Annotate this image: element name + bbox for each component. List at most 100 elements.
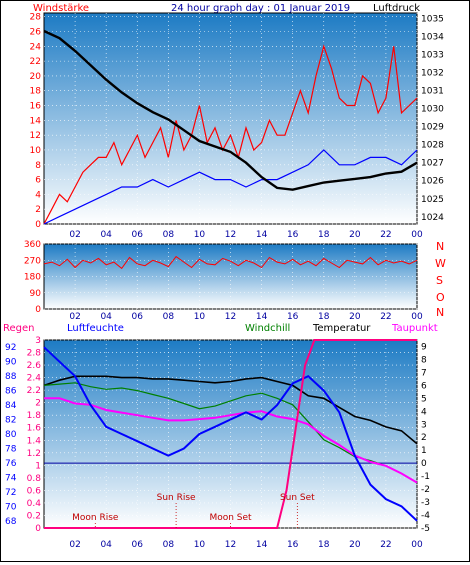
humidity-tick-label: 84	[5, 401, 17, 411]
temperature-tick-label: 5	[421, 394, 427, 404]
annotation-label: Sun Rise	[157, 493, 196, 503]
astro-annotations: Moon Rise Sun Rise Moon Set Sun Set	[72, 493, 315, 528]
humidity-axis: 68 70 72 74 76 78 80 82 84 86 88 90 92	[5, 343, 17, 527]
wind-tick-label: 22	[30, 57, 41, 67]
direction-line	[43, 255, 418, 270]
wind-tick-label: 2	[35, 205, 41, 215]
taupunkt-label: Taupunkt	[391, 323, 438, 334]
x-tick-label: 18	[318, 312, 330, 322]
annotation-label: Sun Set	[280, 493, 315, 503]
regen-tick-label: 3	[35, 336, 41, 346]
x-tick-label: 18	[318, 230, 330, 240]
wind-tick-label: 20	[30, 72, 42, 82]
x-tick-label: 12	[225, 230, 236, 240]
wind-tick-label: 10	[30, 146, 42, 156]
compass-o: O	[436, 291, 445, 304]
regen-tick-label: 2.8	[27, 349, 42, 359]
regen-tick-label: 0.2	[27, 511, 41, 521]
humidity-line	[43, 346, 418, 522]
direction-time-axis: 02 04 06 08 10 12 14 16 18 20 22 00	[69, 312, 423, 322]
x-tick-label: 12	[225, 312, 236, 322]
temperature-tick-label: -1	[421, 472, 430, 482]
temperatur-label: Temperatur	[312, 323, 371, 334]
windchill-label: Windchill	[245, 323, 290, 334]
regen-tick-label: 0.4	[27, 499, 42, 509]
x-tick-label: 06	[132, 312, 144, 322]
wind-tick-label: 8	[35, 161, 41, 171]
regen-tick-label: 0.6	[27, 486, 42, 496]
humidity-tick-label: 72	[5, 488, 16, 498]
x-tick-label: 08	[163, 312, 175, 322]
temperature-line	[43, 375, 418, 445]
humidity-tick-label: 88	[5, 372, 17, 382]
pressure-tick-label: 1029	[421, 123, 444, 133]
x-tick-label: 12	[225, 540, 236, 550]
regen-tick-label: 2.6	[27, 361, 42, 371]
rain-line	[44, 339, 417, 529]
direction-tick-label: 270	[24, 256, 41, 266]
x-tick-label: 08	[163, 230, 175, 240]
regen-axis: 0 0.2 0.4 0.6 0.8 1 1.2 1.4 1.6 1.8 2 2.2 2.4 2.6 2.8 3	[27, 336, 42, 534]
wind-tick-label: 18	[30, 87, 42, 97]
temperature-tick-label: -3	[421, 498, 430, 508]
x-tick-label: 04	[100, 230, 112, 240]
temperature-tick-label: 9	[421, 342, 427, 352]
compass-n-top: N	[436, 240, 444, 253]
x-tick-label: 10	[194, 230, 206, 240]
direction-tick-label: 90	[30, 289, 42, 299]
temperature-tick-label: 6	[421, 381, 427, 391]
gust-line	[43, 149, 418, 225]
wind-tick-label: 26	[30, 28, 42, 38]
wind-tick-label: 0	[35, 220, 41, 230]
temperature-tick-label: 2	[421, 433, 427, 443]
x-tick-label: 06	[132, 540, 144, 550]
luftdruck-label: Luftdruck	[373, 3, 420, 14]
x-tick-label: 00	[411, 540, 423, 550]
wind-tick-label: 16	[30, 102, 42, 112]
bottom-time-axis: 02 04 06 08 10 12 14 16 18 20 22 00	[69, 540, 423, 550]
regen-tick-label: 0.8	[27, 474, 42, 484]
pressure-tick-label: 1031	[421, 87, 444, 97]
windstaerke-label: Windstärke	[33, 3, 89, 14]
wind-tick-label: 24	[30, 42, 42, 52]
direction-tick-label: 0	[35, 305, 41, 315]
pressure-tick-label: 1034	[421, 32, 444, 42]
x-tick-label: 06	[132, 230, 144, 240]
regen-tick-label: 2.2	[27, 386, 41, 396]
compass-s: S	[436, 274, 443, 287]
regen-tick-label: 1.6	[27, 424, 42, 434]
regen-tick-label: 2	[35, 399, 41, 409]
x-tick-label: 14	[256, 312, 268, 322]
x-tick-label: 08	[163, 540, 175, 550]
wind-tick-label: 14	[30, 116, 42, 126]
humidity-tick-label: 78	[5, 444, 17, 454]
temperature-tick-label: 7	[421, 368, 427, 378]
temperature-tick-label: 4	[421, 407, 427, 417]
regen-tick-label: 0	[35, 524, 41, 534]
x-tick-label: 16	[287, 312, 299, 322]
annotation-label: Moon Rise	[72, 513, 119, 523]
temperature-tick-label: -4	[421, 511, 430, 521]
bottom-grid	[44, 339, 418, 529]
top-plot-area	[43, 12, 418, 225]
direction-series	[43, 255, 418, 270]
compass-n-bottom: N	[436, 306, 444, 319]
pressure-tick-label: 1028	[421, 141, 444, 151]
regen-tick-label: 1.8	[27, 411, 42, 421]
x-tick-label: 02	[69, 540, 80, 550]
pressure-tick-label: 1030	[421, 105, 444, 115]
compass-w: W	[435, 257, 446, 270]
pressure-tick-label: 1025	[421, 195, 444, 205]
humidity-tick-label: 76	[5, 459, 17, 469]
humidity-tick-label: 90	[5, 358, 17, 368]
regen-tick-label: 1.4	[27, 436, 42, 446]
x-tick-label: 22	[380, 312, 391, 322]
x-tick-label: 00	[411, 230, 423, 240]
pressure-tick-label: 1026	[421, 177, 444, 187]
humidity-tick-label: 70	[5, 502, 17, 512]
direction-axis: 0 90 180 270 360	[24, 240, 41, 315]
luftfeuchte-label: Luftfeuchte	[67, 323, 124, 334]
temperature-tick-label: 0	[421, 459, 427, 469]
pressure-tick-label: 1032	[421, 69, 444, 79]
x-tick-label: 22	[380, 540, 391, 550]
